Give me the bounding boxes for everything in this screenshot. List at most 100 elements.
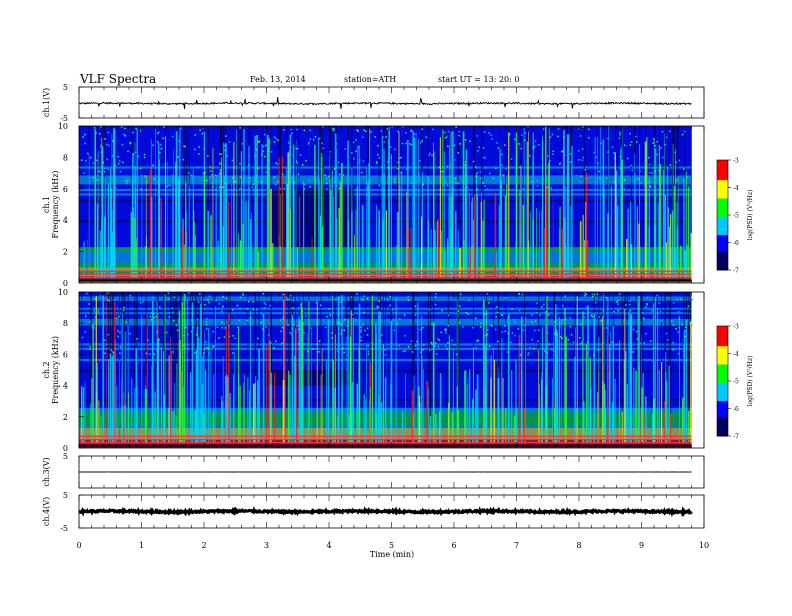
ch2-spectrogram-speckle bbox=[172, 351, 174, 353]
ch1-spectrogram-speckle bbox=[378, 157, 380, 159]
ch2-spectrogram-speckle bbox=[367, 298, 369, 300]
ch2-spectrogram-speckle bbox=[361, 329, 363, 331]
ch1-spectrogram-band bbox=[79, 187, 692, 189]
ch1-spectrogram-speckle bbox=[563, 136, 565, 138]
ch1-spectrogram-speckle bbox=[398, 173, 400, 175]
ch1-spectrogram-speckle bbox=[95, 149, 97, 151]
ch2-spectrogram-speckle bbox=[518, 293, 520, 295]
ch2-spectrogram-speckle bbox=[303, 344, 305, 346]
ch2-spectrogram-speckle bbox=[393, 319, 395, 321]
ch1-spectrogram-speckle bbox=[552, 153, 554, 155]
ch1-spectrogram-ytick-label: 0 bbox=[63, 279, 68, 288]
ch1-spectrogram-speckle bbox=[263, 146, 265, 148]
ch2-spectrogram-speckle bbox=[260, 322, 262, 324]
ch1-spectrogram-speckle bbox=[578, 159, 580, 161]
ch1-spectrogram-speckle bbox=[452, 167, 454, 169]
ch1-spectrogram-speckle bbox=[653, 138, 655, 140]
ch2-spectrogram-speckle bbox=[688, 306, 690, 308]
ch2-spectrogram-speckle bbox=[390, 342, 392, 344]
ch2-spectrogram-speckle bbox=[338, 315, 340, 317]
ch2-spectrogram-speckle bbox=[146, 353, 148, 355]
ch3-waveform-ytick-label: 5 bbox=[63, 452, 68, 461]
ch1-spectrogram-speckle bbox=[549, 137, 551, 139]
ch2-spectrogram-speckle bbox=[678, 318, 680, 320]
ch1-spectrogram-band bbox=[79, 243, 692, 245]
ch1-spectrogram-speckle bbox=[115, 187, 117, 189]
ch2-spectrogram-speckle bbox=[214, 340, 216, 342]
ch2-spectrogram-speckle bbox=[625, 304, 627, 306]
ch2-spectrogram-speckle bbox=[197, 350, 199, 352]
ch2-spectrogram-speckle bbox=[556, 319, 558, 321]
ch2-spectrogram-speckle bbox=[586, 307, 588, 309]
ch2-spectrogram-speckle bbox=[404, 335, 406, 337]
ch1-spectrogram-speckle bbox=[595, 157, 597, 159]
ch1-spectrogram-speckle bbox=[493, 178, 495, 180]
ch1-colorbar-tick-label: -6 bbox=[733, 240, 739, 247]
ch2-spectrogram-speckle bbox=[495, 329, 497, 331]
ch2-spectrogram-speckle bbox=[475, 318, 477, 320]
ch1-spectrogram-speckle bbox=[288, 164, 290, 166]
ch2-spectrogram-speckle bbox=[673, 324, 675, 326]
ch2-spectrogram-speckle bbox=[120, 346, 122, 348]
ch2-spectrogram-speckle bbox=[437, 338, 439, 340]
ch1-spectrogram-speckle bbox=[357, 130, 359, 132]
ch1-spectrogram-speckle bbox=[300, 154, 302, 156]
ch2-spectrogram-speckle bbox=[428, 309, 430, 311]
ch1-spectrogram-speckle bbox=[123, 134, 125, 136]
ch2-spectrogram-speckle bbox=[636, 331, 638, 333]
ch1-spectrogram-speckle bbox=[576, 175, 578, 177]
ch2-spectrogram-speckle bbox=[476, 341, 478, 343]
ch2-spectrogram-speckle bbox=[420, 329, 422, 331]
ch2-spectrogram-speckle bbox=[483, 344, 485, 346]
ch2-spectrogram-speckle bbox=[111, 350, 113, 352]
ch1-spectrogram-speckle bbox=[441, 171, 443, 173]
ch1-spectrogram-speckle bbox=[652, 172, 654, 174]
ch1-spectrogram-speckle bbox=[656, 154, 658, 156]
ch2-spectrogram-speckle bbox=[207, 299, 209, 301]
ch1-spectrogram-speckle bbox=[406, 168, 408, 170]
ch1-spectrogram-speckle bbox=[100, 145, 102, 147]
ch2-spectrogram-speckle bbox=[678, 311, 680, 313]
ch2-spectrogram-speckle bbox=[320, 305, 322, 307]
ch2-spectrogram-speckle bbox=[196, 319, 198, 321]
ch1-spectrogram-speckle bbox=[304, 188, 306, 190]
ch1-spectrogram-speckle bbox=[207, 155, 209, 157]
ch1-spectrogram-speckle bbox=[445, 182, 447, 184]
ch1-spectrogram-speckle bbox=[345, 148, 347, 150]
ch1-spectrogram-band bbox=[79, 191, 692, 193]
ch2-spectrogram-speckle bbox=[84, 331, 86, 333]
ch2-spectrogram-speckle bbox=[269, 305, 271, 307]
ch2-spectrogram-speckle bbox=[573, 342, 575, 344]
ch2-spectrogram-speckle bbox=[594, 294, 596, 296]
ch2-spectrogram-speckle bbox=[480, 326, 482, 328]
ch1-spectrogram-speckle bbox=[447, 166, 449, 168]
ch1-spectrogram-speckle bbox=[662, 157, 664, 159]
ch1-spectrogram-speckle bbox=[132, 160, 134, 162]
ch2-spectrogram-speckle bbox=[384, 349, 386, 351]
ch2-spectrogram-speckle bbox=[624, 311, 626, 313]
ch1-spectrogram-speckle bbox=[106, 144, 108, 146]
ch1-spectrogram-speckle bbox=[277, 163, 279, 165]
ch1-spectrogram-speckle bbox=[198, 153, 200, 155]
ch2-spectrogram-speckle bbox=[222, 306, 224, 308]
ch2-spectrogram-quiet-region bbox=[267, 370, 355, 386]
ch2-spectrogram-speckle bbox=[381, 334, 383, 336]
ch2-spectrogram-speckle bbox=[435, 342, 437, 344]
ch2-spectrogram-speckle bbox=[295, 331, 297, 333]
ch2-spectrogram-speckle bbox=[562, 319, 564, 321]
ch1-spectrogram-speckle bbox=[296, 161, 298, 163]
ch2-spectrogram-speckle bbox=[595, 302, 597, 304]
ch2-spectrogram-speckle bbox=[553, 351, 555, 353]
ch1-colorbar-label: log(PSD) (V²/Hz) bbox=[747, 190, 754, 241]
ch2-spectrogram-speckle bbox=[319, 340, 321, 342]
ch1-spectrogram-speckle bbox=[353, 142, 355, 144]
ch1-spectrogram-speckle bbox=[112, 155, 114, 157]
ch1-spectrogram-speckle bbox=[637, 178, 639, 180]
ch1-spectrogram-speckle bbox=[398, 157, 400, 159]
ch1-spectrogram-speckle bbox=[649, 164, 651, 166]
ch2-spectrogram-speckle bbox=[597, 293, 599, 295]
ch2-spectrogram-speckle bbox=[275, 341, 277, 343]
ch2-spectrogram-speckle bbox=[341, 330, 343, 332]
ch1-spectrogram-band bbox=[79, 144, 692, 146]
ch2-spectrogram-speckle bbox=[367, 328, 369, 330]
